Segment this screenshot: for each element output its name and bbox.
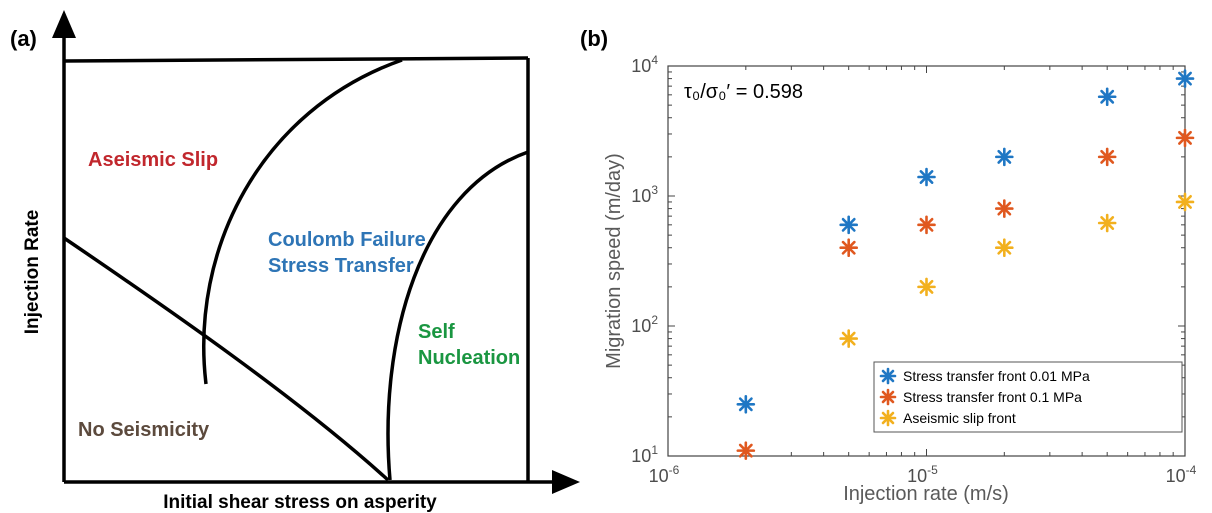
data-points	[736, 69, 1195, 460]
data-point-series-1	[1097, 87, 1117, 107]
legend-label: Stress transfer front 0.01 MPa	[903, 368, 1090, 384]
data-point-series-1	[995, 147, 1014, 167]
region-aseismic-slip: Aseismic Slip	[88, 149, 218, 171]
x-tick-label: 10-4	[1166, 463, 1197, 486]
aseismic-boundary	[202, 58, 403, 385]
panel-b-label: (b)	[580, 26, 608, 51]
panel-a-ylabel: Injection Rate	[22, 210, 43, 335]
data-point-series-1	[839, 215, 858, 235]
data-point-series-3	[1175, 192, 1195, 212]
legend-items: Stress transfer front 0.01 MPa Stress tra…	[879, 367, 1090, 427]
ratio-annotation: τ₀/σ₀′ = 0.598	[684, 81, 803, 103]
panel-a-xlabel: Initial shear stress on asperity	[163, 492, 437, 513]
x-axis-title: Injection rate (m/s)	[843, 483, 1009, 505]
data-point-series-3	[995, 238, 1014, 258]
panel-a-label: (a)	[10, 26, 37, 51]
data-point-series-2	[1175, 128, 1195, 148]
region-coulomb-line2: Stress Transfer	[268, 255, 414, 277]
self-nucleation-boundary	[386, 150, 529, 481]
y-axis-title: Migration speed (m/day)	[603, 153, 625, 369]
legend-marker	[879, 388, 897, 406]
data-point-series-2	[839, 238, 858, 258]
y-tick-label: 101	[631, 443, 658, 466]
x-tick-label: 10-6	[649, 463, 680, 486]
panel-b: (b) 10-6 10-5 10-4 101 102 103 104 τ₀/σ₀′ = 0.…	[580, 26, 1197, 505]
top-boundary	[63, 56, 529, 63]
tick-labels: 10-6 10-5 10-4 101 102 103 104	[631, 53, 1196, 486]
y-tick-label: 102	[631, 313, 658, 336]
data-point-series-2	[736, 441, 756, 460]
x-axis-arrowhead	[552, 470, 580, 494]
data-point-series-1	[736, 394, 756, 414]
data-point-series-1	[1175, 69, 1195, 88]
data-point-series-3	[1097, 213, 1117, 233]
legend: Stress transfer front 0.01 MPa Stress tra…	[873, 361, 1183, 433]
region-coulomb-line1: Coulomb Failure	[268, 229, 426, 251]
region-self-line1: Self	[418, 321, 455, 343]
no-seismicity-boundary	[63, 236, 390, 482]
legend-marker	[879, 409, 897, 427]
y-axis-arrowhead	[52, 10, 76, 38]
panel-a: (a) Aseismic Slip Coulomb Failure Stress…	[10, 10, 580, 513]
y-tick-label: 104	[631, 53, 658, 76]
data-point-series-2	[1097, 147, 1117, 167]
legend-marker	[879, 367, 897, 385]
data-point-series-2	[995, 199, 1014, 218]
y-tick-label: 103	[631, 183, 658, 206]
data-point-series-2	[917, 215, 936, 235]
data-point-series-1	[917, 167, 936, 187]
legend-label: Stress transfer front 0.1 MPa	[903, 389, 1082, 405]
data-point-series-3	[917, 277, 936, 297]
x-tick-label: 10-5	[907, 463, 938, 486]
data-point-series-3	[839, 329, 858, 348]
region-no-seismicity: No Seismicity	[78, 419, 210, 441]
legend-box	[873, 361, 1183, 433]
region-self-line2: Nucleation	[418, 347, 520, 369]
legend-label: Aseismic slip front	[903, 410, 1016, 426]
